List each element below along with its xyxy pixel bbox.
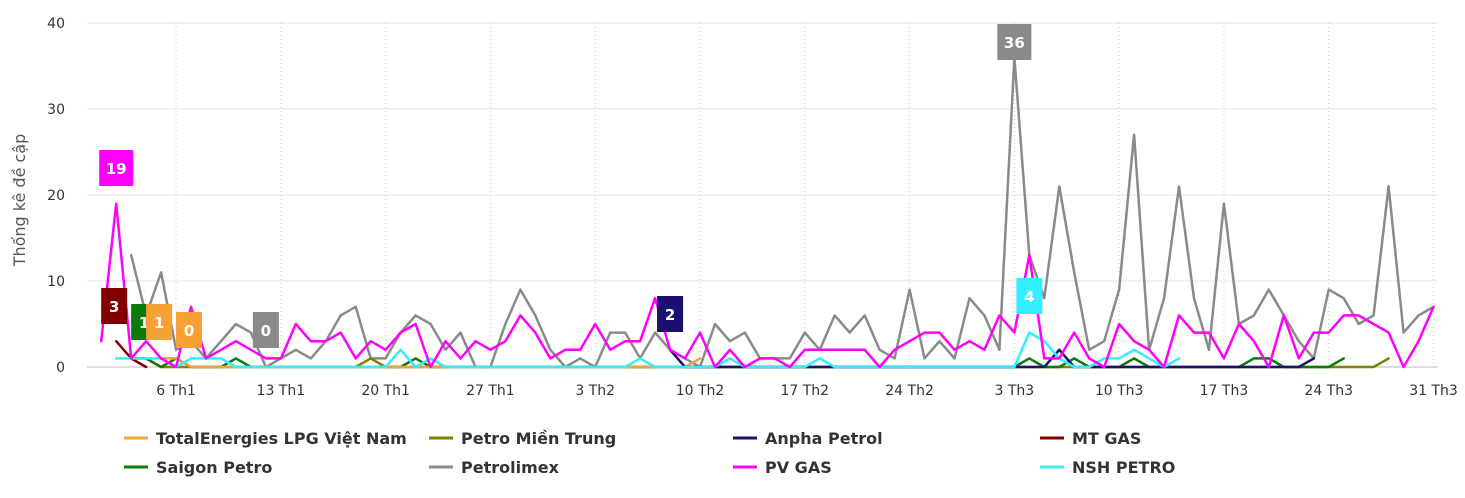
x-tick-label: 6 Th1: [156, 383, 196, 399]
x-tick-label: 10 Th3: [1095, 383, 1144, 399]
data-label-box: [657, 296, 684, 332]
data-label-pv-gas: 19: [99, 150, 134, 186]
x-tick-label: 27 Th1: [466, 383, 515, 399]
x-tick-label: 13 Th1: [257, 383, 306, 399]
legend-item-nsh-petro[interactable]: NSH PETRO: [1040, 458, 1175, 477]
legend-label: MT GAS: [1072, 429, 1141, 448]
legend-label: Petro Miền Trung: [461, 429, 616, 448]
x-tick-label: 3 Th3: [995, 383, 1035, 399]
data-label-mt-gas: 3: [101, 288, 128, 324]
data-label-text: 19: [106, 160, 127, 178]
data-label-text: 36: [1004, 34, 1025, 52]
x-tick-label: 24 Th3: [1304, 383, 1353, 399]
data-label-text: 1: [139, 314, 149, 332]
y-tick-label: 10: [47, 274, 65, 290]
data-label-text: 0: [261, 322, 271, 340]
x-tick-label: 17 Th2: [780, 383, 829, 399]
y-axis-title: Thống kê đề cập: [10, 134, 29, 268]
data-label-box: [101, 288, 128, 324]
data-label-box: [146, 304, 173, 340]
x-tick-label: 10 Th2: [676, 383, 725, 399]
x-tick-label: 31 Th3: [1409, 383, 1458, 399]
data-label-box: [252, 312, 279, 348]
y-tick-label: 0: [56, 360, 65, 376]
legend-item-saigon-petro[interactable]: Saigon Petro: [124, 458, 272, 477]
y-tick-label: 40: [47, 16, 65, 32]
data-label-text: 1: [154, 314, 164, 332]
legend-item-mt-gas[interactable]: MT GAS: [1040, 429, 1141, 448]
series-line-petrolimex[interactable]: [129, 56, 1435, 369]
legend-item-totalenergies-lpg-viet-nam[interactable]: TotalEnergies LPG Việt Nam: [124, 429, 407, 448]
data-label-box: [176, 312, 203, 348]
data-label-petrolimex: 0: [252, 312, 279, 348]
data-label-box: [997, 24, 1032, 60]
legend-label: TotalEnergies LPG Việt Nam: [156, 429, 407, 448]
y-tick-label: 20: [47, 188, 65, 204]
x-tick-label: 24 Th2: [885, 383, 934, 399]
legend-item-anpha-petrol[interactable]: Anpha Petrol: [733, 429, 883, 448]
x-tick-label: 20 Th1: [361, 383, 410, 399]
legend-item-petro-mien-trung[interactable]: Petro Miền Trung: [429, 429, 616, 448]
legend-label: Petrolimex: [461, 458, 560, 477]
y-tick-label: 30: [47, 102, 65, 118]
data-callouts: 19 3 1 1 0 0 2 36 4: [99, 24, 1043, 348]
series-lines: [99, 56, 1435, 369]
x-tick-label: 3 Th2: [575, 383, 615, 399]
legend-label: NSH PETRO: [1072, 458, 1175, 477]
data-label-text: 2: [665, 306, 675, 324]
legend[interactable]: TotalEnergies LPG Việt Nam Petro Miền Tru…: [124, 429, 1175, 477]
data-label-box: [99, 150, 134, 186]
data-label-text: 0: [184, 322, 194, 340]
x-tick-label: 17 Th3: [1200, 383, 1249, 399]
data-label-anpha-petrol: 2: [657, 296, 684, 332]
grid-lines: [87, 22, 1438, 368]
data-label-petrolimex: 36: [997, 24, 1032, 60]
data-label-box: [1016, 278, 1043, 314]
series-line-pv-gas[interactable]: [99, 202, 1435, 369]
data-label-totalenergies-lpg-viet-nam: 1: [146, 304, 173, 340]
data-label-nsh-petro: 4: [1016, 278, 1043, 314]
data-label-totalenergies-lpg-viet-nam: 0: [176, 312, 203, 348]
data-label-text: 4: [1024, 288, 1034, 306]
legend-label: Saigon Petro: [156, 458, 272, 477]
data-label-text: 3: [109, 298, 119, 316]
legend-label: PV GAS: [765, 458, 832, 477]
legend-item-petrolimex[interactable]: Petrolimex: [429, 458, 560, 477]
legend-label: Anpha Petrol: [765, 429, 883, 448]
legend-item-pv-gas[interactable]: PV GAS: [733, 458, 832, 477]
